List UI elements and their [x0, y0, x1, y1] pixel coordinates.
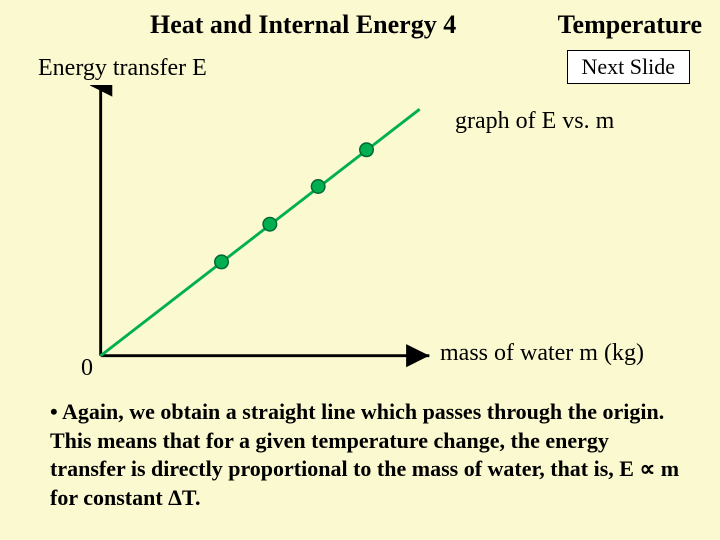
- data-point: [263, 217, 277, 231]
- bullet-text: • Again, we obtain a straight line which…: [50, 398, 680, 512]
- graph-label: graph of E vs. m: [455, 108, 614, 135]
- slide-title: Heat and Internal Energy 4: [150, 10, 456, 40]
- data-point: [215, 255, 229, 269]
- x-axis-label: mass of water m (kg): [440, 340, 644, 367]
- data-point: [311, 180, 325, 194]
- data-point: [360, 143, 374, 157]
- next-slide-button[interactable]: Next Slide: [567, 50, 691, 84]
- chart-area: [90, 85, 440, 375]
- temperature-heading: Temperature: [558, 10, 702, 40]
- y-axis-label: Energy transfer E: [38, 55, 207, 82]
